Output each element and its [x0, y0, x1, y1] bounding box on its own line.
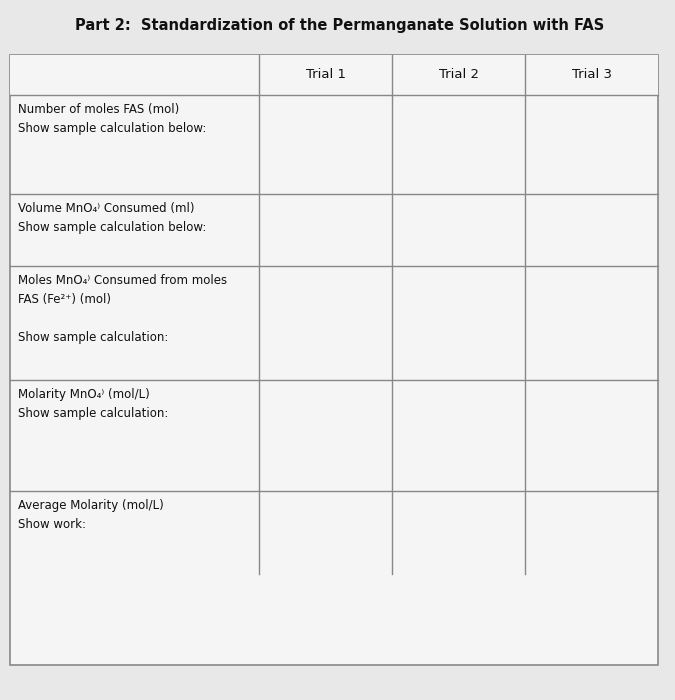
- Text: Trial 1: Trial 1: [306, 69, 346, 81]
- Bar: [10, 55, 658, 665]
- Text: Molarity MnO₄⁾ (mol/L)
Show sample calculation:: Molarity MnO₄⁾ (mol/L) Show sample calcu…: [18, 388, 168, 420]
- Text: Trial 2: Trial 2: [439, 69, 479, 81]
- Text: Part 2:  Standardization of the Permanganate Solution with FAS: Part 2: Standardization of the Permangan…: [75, 18, 604, 33]
- Text: Moles MnO₄⁾ Consumed from moles
FAS (Fe²⁺) (mol)

Show sample calculation:: Moles MnO₄⁾ Consumed from moles FAS (Fe²…: [18, 274, 227, 344]
- Bar: [10, 55, 658, 94]
- Text: Number of moles FAS (mol)
Show sample calculation below:: Number of moles FAS (mol) Show sample ca…: [18, 103, 207, 134]
- Text: Average Molarity (mol/L)
Show work:: Average Molarity (mol/L) Show work:: [18, 499, 164, 531]
- Text: Volume MnO₄⁾ Consumed (ml)
Show sample calculation below:: Volume MnO₄⁾ Consumed (ml) Show sample c…: [18, 202, 207, 234]
- Text: Trial 3: Trial 3: [572, 69, 612, 81]
